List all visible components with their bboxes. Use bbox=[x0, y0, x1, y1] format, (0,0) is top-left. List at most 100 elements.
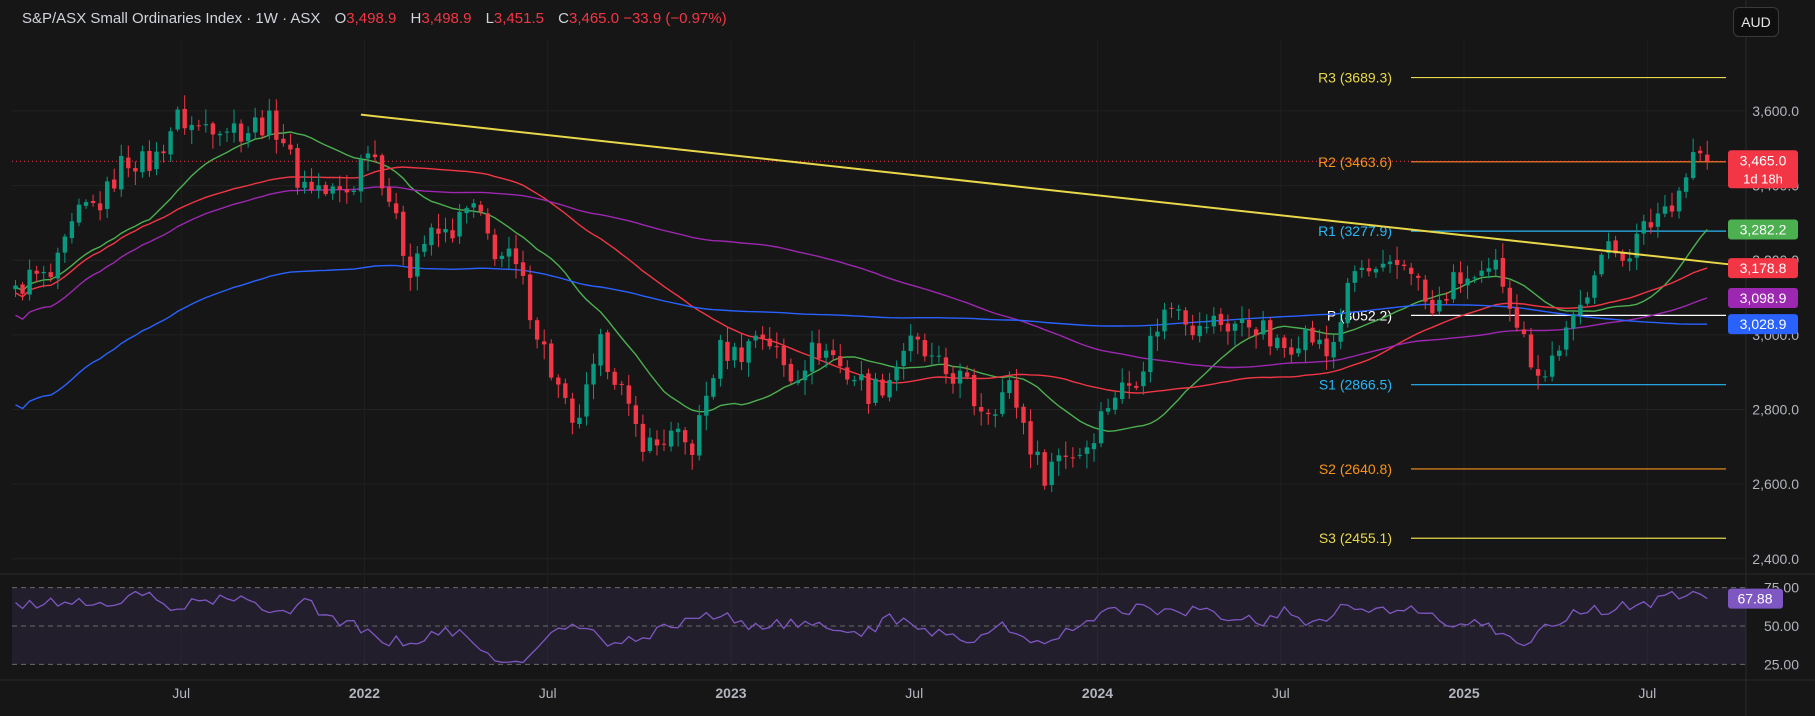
candle-body bbox=[1007, 380, 1012, 394]
candle bbox=[1690, 138, 1696, 181]
candle-body bbox=[1423, 279, 1428, 302]
candle bbox=[1458, 261, 1463, 293]
candle-body bbox=[605, 332, 610, 372]
candle-body bbox=[654, 439, 660, 446]
candle bbox=[295, 143, 300, 195]
candle bbox=[83, 199, 89, 209]
candle bbox=[69, 212, 75, 244]
candle bbox=[506, 236, 512, 269]
candle-body bbox=[936, 355, 942, 357]
y-tick-label: 2,400.0 bbox=[1752, 551, 1799, 567]
candle bbox=[34, 265, 39, 283]
candle-body bbox=[795, 380, 801, 384]
pivot-label: S2 (2640.8) bbox=[1319, 461, 1392, 477]
price-label-box bbox=[1728, 314, 1798, 335]
candle bbox=[718, 334, 723, 387]
candle bbox=[302, 170, 307, 194]
candle-body bbox=[260, 117, 265, 136]
candle-body bbox=[1331, 342, 1336, 358]
x-tick-label: 2024 bbox=[1082, 685, 1113, 701]
candle-body bbox=[809, 342, 815, 372]
candle bbox=[1451, 264, 1456, 303]
candle bbox=[1049, 452, 1054, 493]
candle bbox=[1345, 278, 1350, 328]
candle bbox=[1613, 235, 1618, 258]
candle bbox=[330, 183, 335, 200]
candle bbox=[1275, 334, 1280, 351]
candle bbox=[1056, 448, 1061, 476]
candle bbox=[682, 427, 688, 455]
candle-body bbox=[781, 345, 787, 366]
candle-body bbox=[323, 184, 328, 195]
candle bbox=[612, 367, 617, 390]
candle bbox=[1105, 398, 1111, 415]
candle bbox=[1444, 292, 1449, 305]
candle-body bbox=[1021, 406, 1026, 423]
candle bbox=[1119, 368, 1125, 404]
candle-body bbox=[1148, 335, 1153, 373]
candle-body bbox=[1260, 320, 1266, 335]
rsi-value-box bbox=[1728, 588, 1783, 609]
candle bbox=[499, 251, 505, 268]
candle bbox=[964, 365, 970, 380]
candle bbox=[1571, 311, 1576, 341]
pivot-label: R1 (3277.9) bbox=[1318, 223, 1392, 239]
high-value: 3,498.9 bbox=[421, 10, 472, 27]
candle bbox=[281, 124, 286, 147]
candle-body bbox=[1275, 337, 1280, 349]
candle bbox=[816, 329, 822, 365]
price-label-box bbox=[1728, 287, 1798, 308]
candle bbox=[781, 338, 787, 377]
candle-body bbox=[866, 373, 871, 404]
candle bbox=[1352, 265, 1357, 293]
candle-body bbox=[337, 186, 342, 190]
candle bbox=[957, 363, 963, 398]
candle-body bbox=[838, 356, 843, 367]
change-value: −33.9 (−0.97%) bbox=[623, 10, 727, 27]
candle bbox=[1366, 258, 1372, 277]
candle bbox=[492, 228, 498, 266]
candle-body bbox=[788, 363, 794, 382]
candle-body bbox=[1648, 222, 1654, 228]
candle-body bbox=[1289, 347, 1294, 355]
candle bbox=[873, 372, 878, 406]
candle bbox=[55, 247, 61, 290]
candle-body bbox=[661, 443, 667, 445]
candle-body bbox=[1345, 282, 1350, 324]
candle-body bbox=[344, 189, 350, 193]
candle bbox=[866, 368, 871, 414]
candle-body bbox=[697, 415, 702, 456]
candle-body bbox=[429, 227, 434, 246]
candle-body bbox=[979, 407, 984, 412]
price-label-box bbox=[1728, 258, 1798, 279]
candle bbox=[189, 116, 194, 145]
price-label-box bbox=[1728, 219, 1798, 240]
candle bbox=[725, 327, 730, 370]
candle-body bbox=[626, 385, 631, 404]
candle-body bbox=[570, 398, 575, 423]
candle bbox=[922, 333, 928, 362]
candle-body bbox=[83, 202, 89, 206]
candle bbox=[1331, 334, 1336, 369]
candle-body bbox=[711, 378, 716, 397]
candle-body bbox=[852, 379, 857, 382]
candle-body bbox=[203, 124, 209, 126]
candle-body bbox=[1310, 327, 1315, 343]
candle-body bbox=[690, 443, 695, 455]
candle-body bbox=[1465, 278, 1470, 286]
candle-body bbox=[415, 253, 420, 277]
currency-button[interactable]: AUD bbox=[1733, 7, 1779, 37]
candle-body bbox=[119, 156, 124, 190]
candle bbox=[238, 119, 244, 153]
candle-body bbox=[34, 270, 39, 274]
candle bbox=[1077, 447, 1083, 459]
candle bbox=[1042, 449, 1047, 490]
candle-body bbox=[1317, 339, 1322, 345]
candle bbox=[1310, 320, 1315, 346]
candle-body bbox=[133, 168, 138, 172]
candle-body bbox=[1394, 259, 1400, 265]
candle bbox=[711, 374, 716, 400]
candle bbox=[633, 396, 639, 437]
